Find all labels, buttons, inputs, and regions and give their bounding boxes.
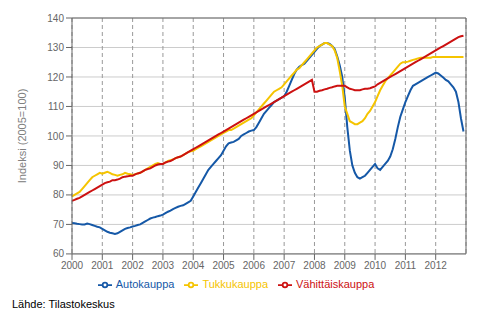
html-text:Autokauppa: Autokauppa xyxy=(115,277,175,290)
svg-text:2010: 2010 xyxy=(364,260,387,271)
svg-text:2011: 2011 xyxy=(395,260,417,271)
svg-text:2003: 2003 xyxy=(152,260,175,271)
svg-text:2005: 2005 xyxy=(212,260,235,271)
svg-text:60: 60 xyxy=(53,248,65,259)
svg-text:2009: 2009 xyxy=(334,260,357,271)
svg-text:2012: 2012 xyxy=(425,260,448,271)
svg-text:2007: 2007 xyxy=(273,260,296,271)
html-text:Vähittäiskauppa: Vähittäiskauppa xyxy=(296,277,375,290)
svg-text:Indeksi (2005=100): Indeksi (2005=100) xyxy=(16,89,28,183)
html-text:Lähde: Tilastokeskus: Lähde: Tilastokeskus xyxy=(12,298,115,310)
svg-text:2000: 2000 xyxy=(61,260,84,271)
svg-text:80: 80 xyxy=(53,189,65,200)
svg-text:2006: 2006 xyxy=(243,260,266,271)
svg-text:90: 90 xyxy=(53,160,65,171)
svg-text:2004: 2004 xyxy=(182,260,205,271)
svg-text:100: 100 xyxy=(47,131,64,142)
svg-text:70: 70 xyxy=(53,219,65,230)
svg-text:2008: 2008 xyxy=(303,260,326,271)
svg-text:120: 120 xyxy=(47,72,64,83)
svg-text:140: 140 xyxy=(47,13,64,24)
svg-text:130: 130 xyxy=(47,42,64,53)
svg-text:2001: 2001 xyxy=(91,260,114,271)
svg-text:2002: 2002 xyxy=(121,260,144,271)
html-text:Tukkukauppa: Tukkukauppa xyxy=(202,277,268,290)
svg-text:110: 110 xyxy=(48,101,64,112)
